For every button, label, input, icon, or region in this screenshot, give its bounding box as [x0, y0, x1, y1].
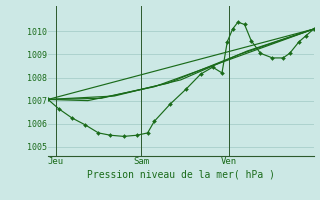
X-axis label: Pression niveau de la mer( hPa ): Pression niveau de la mer( hPa ) [87, 169, 275, 179]
